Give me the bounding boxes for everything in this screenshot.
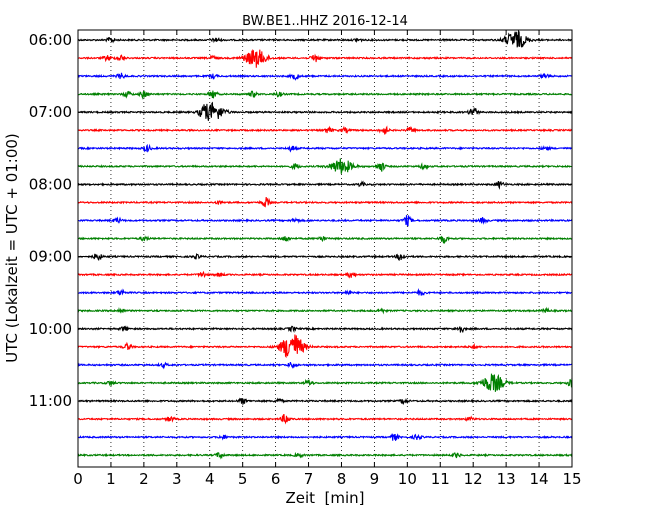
y-tick-label: 06:00 xyxy=(29,31,72,49)
x-tick-label: 8 xyxy=(337,470,347,488)
y-tick-label: 09:00 xyxy=(29,248,72,266)
trace-07:30 xyxy=(77,143,573,153)
x-tick-label: 2 xyxy=(139,470,149,488)
trace-06:30 xyxy=(77,72,572,81)
vertical-grid xyxy=(110,30,540,467)
x-tick-label: 10 xyxy=(398,470,417,488)
y-tick-label: 11:00 xyxy=(29,392,72,410)
trace-group xyxy=(77,29,573,460)
trace-10:00 xyxy=(77,325,573,334)
x-tick-label: 7 xyxy=(304,470,314,488)
y-tick-label: 08:00 xyxy=(29,175,72,193)
trace-10:45 xyxy=(77,373,573,392)
y-tick-label: 10:00 xyxy=(29,320,72,338)
x-tick-label: 5 xyxy=(238,470,248,488)
trace-11:30 xyxy=(77,433,573,441)
y-axis-label: UTC (Lokalzeit = UTC + 01:00) xyxy=(3,133,21,363)
trace-08:00 xyxy=(77,180,573,190)
trace-06:45 xyxy=(77,90,573,101)
trace-11:15 xyxy=(77,413,573,425)
plot-frame xyxy=(77,29,573,468)
x-tick-label: 3 xyxy=(172,470,182,488)
trace-09:30 xyxy=(77,287,573,296)
x-tick-label: 9 xyxy=(370,470,380,488)
x-tick-label: 11 xyxy=(431,470,450,488)
x-tick-label: 1 xyxy=(106,470,116,488)
trace-08:45 xyxy=(77,235,573,245)
trace-10:30 xyxy=(77,361,573,370)
x-axis: 0 1 2 3 4 5 6 7 8 9 10 11 12 13 14 15 xyxy=(73,30,582,488)
x-tick-label: 6 xyxy=(271,470,281,488)
trace-11:00 xyxy=(78,397,573,406)
x-tick-label: 4 xyxy=(205,470,215,488)
trace-06:00 xyxy=(77,29,573,48)
trace-09:00 xyxy=(77,253,573,261)
x-tick-label: 13 xyxy=(497,470,516,488)
x-axis-label: Zeit [min] xyxy=(285,489,364,507)
trace-06:15 xyxy=(77,49,573,68)
x-tick-label: 14 xyxy=(530,470,549,488)
trace-07:00 xyxy=(77,101,573,121)
x-tick-label: 12 xyxy=(464,470,483,488)
x-tick-label: 0 xyxy=(73,470,83,488)
trace-07:15 xyxy=(77,125,573,135)
trace-10:15 xyxy=(77,334,573,359)
x-tick-label: 15 xyxy=(562,470,581,488)
trace-11:45 xyxy=(77,451,573,460)
trace-08:30 xyxy=(77,215,573,227)
y-tick-label: 07:00 xyxy=(29,103,72,121)
y-axis: 06:00 07:00 08:00 09:00 10:00 11:00 xyxy=(29,31,572,410)
trace-08:15 xyxy=(77,197,573,208)
trace-09:15 xyxy=(78,270,573,279)
trace-09:45 xyxy=(77,306,573,315)
trace-07:45 xyxy=(77,158,573,174)
chart-title: BW.BE1..HHZ 2016-12-14 xyxy=(242,14,408,29)
